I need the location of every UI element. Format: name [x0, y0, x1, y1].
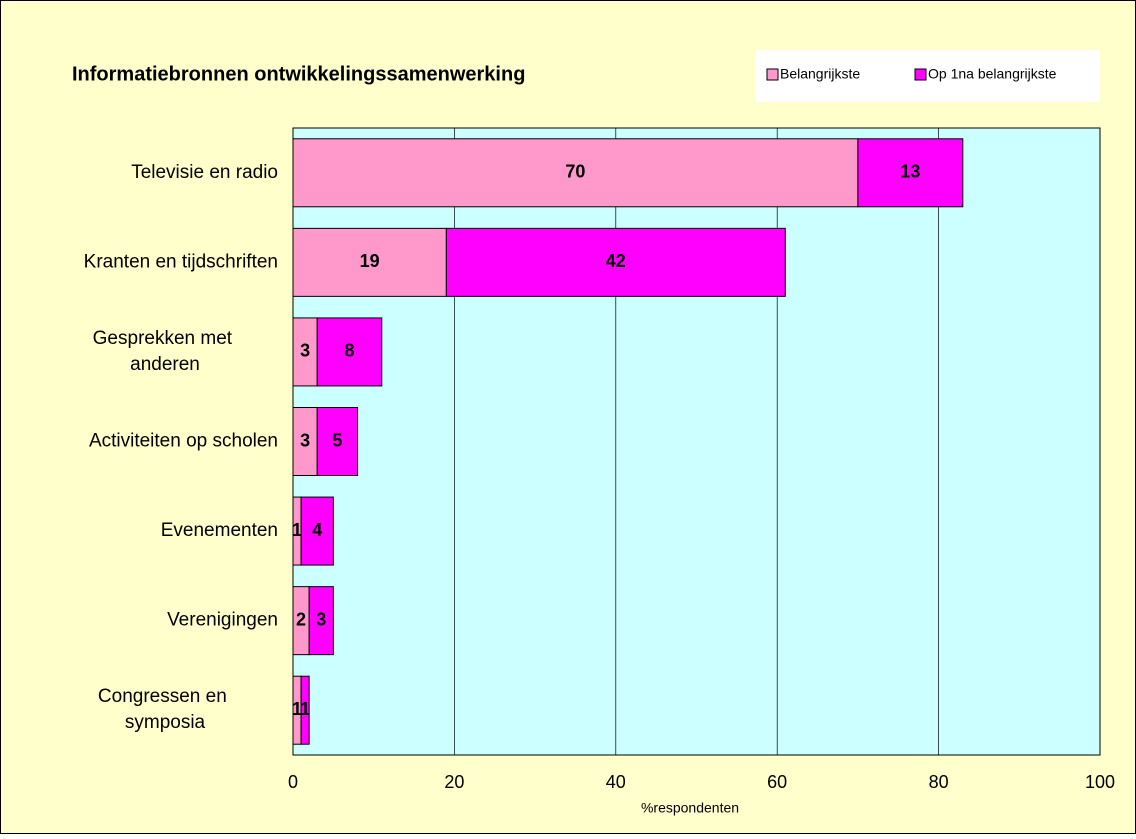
- legend-box: [755, 50, 1100, 102]
- data-label: 1: [292, 520, 302, 540]
- bar-segment: [292, 407, 318, 476]
- data-label: 4: [312, 520, 322, 540]
- bar-segment: [300, 675, 310, 745]
- y-tick-label: Kranten en tijdschriften: [84, 251, 278, 272]
- legend-swatch: [766, 68, 779, 81]
- data-label: 3: [300, 341, 310, 361]
- data-label: 1: [292, 699, 302, 719]
- bar-segment: [445, 227, 786, 297]
- y-tick-label-line: Congressen en: [98, 686, 232, 707]
- y-tick-label: Verenigingen: [167, 610, 278, 631]
- legend-swatch: [914, 68, 927, 81]
- bar-segment: [857, 138, 964, 208]
- data-label: 1: [300, 699, 310, 719]
- data-label: 3: [316, 609, 326, 629]
- data-label: 8: [344, 341, 354, 361]
- x-tick-label: 40: [606, 772, 626, 792]
- y-tick-label: Televisie en radio: [131, 162, 278, 183]
- x-tick-label: 60: [767, 772, 787, 792]
- bar-segment: [300, 496, 334, 566]
- x-tick-label: 0: [288, 772, 298, 792]
- x-tick-label: 100: [1085, 772, 1115, 792]
- y-tick-label: Gesprekken met anderen: [93, 328, 238, 375]
- bar-segment: [316, 407, 359, 476]
- bar-segment: [308, 586, 334, 656]
- y-tick-label: Evenementen: [161, 520, 278, 541]
- data-label: 19: [360, 251, 380, 271]
- x-axis-label: %respondenten: [641, 800, 739, 816]
- y-tick-label: Congressen en symposia: [98, 686, 232, 733]
- data-label: 70: [565, 162, 585, 182]
- legend-label: Op 1na belangrijkste: [928, 66, 1057, 82]
- x-tick-label: 80: [929, 772, 949, 792]
- bar-segment: [292, 138, 859, 208]
- data-label: 5: [332, 430, 342, 450]
- plot-area: [292, 127, 1101, 756]
- data-label: 13: [900, 162, 920, 182]
- y-tick-label: Activiteiten op scholen: [89, 431, 278, 452]
- data-label: 42: [606, 251, 626, 271]
- y-tick-label-line: symposia: [125, 712, 206, 733]
- y-tick-label-line: anderen: [130, 354, 200, 375]
- legend-label: Belangrijkste: [780, 66, 860, 82]
- x-tick-label: 20: [444, 772, 464, 792]
- data-label: 2: [296, 609, 306, 629]
- chart-title: Informatiebronnen ontwikkelingssamenwerk…: [72, 63, 525, 85]
- y-tick-label-line: Gesprekken met: [93, 328, 238, 349]
- bar-segment: [292, 227, 447, 297]
- data-label: 3: [300, 430, 310, 450]
- bar-segment: [316, 317, 383, 387]
